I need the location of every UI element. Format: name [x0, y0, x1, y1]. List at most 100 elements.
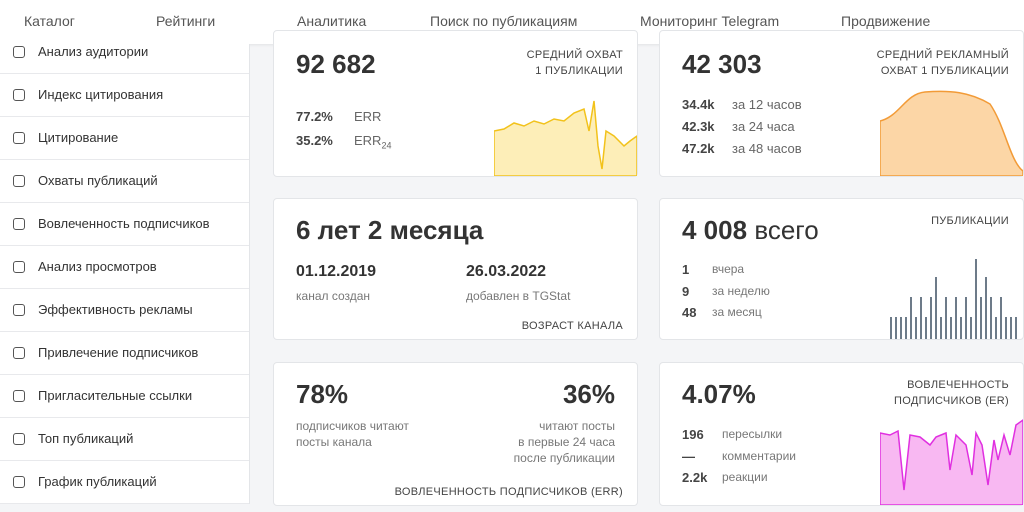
stat: 47.2k [682, 141, 715, 156]
sidebar-item[interactable]: Анализ аудитории [38, 44, 149, 59]
value: 42 303 [682, 49, 762, 79]
line: после публикации [513, 451, 615, 465]
stat-label: пересылки [722, 427, 783, 441]
age-card: 6 лет 2 месяца 01.12.2019 канал создан 2… [273, 198, 638, 340]
divider [0, 374, 249, 375]
icon [13, 390, 25, 402]
stat-label: ERR24 [354, 133, 391, 151]
stat-label: реакции [722, 470, 768, 484]
date: 01.12.2019 [296, 263, 377, 280]
divider [0, 460, 249, 461]
text: 4 008 [682, 215, 748, 245]
line: ОХВАТ 1 ПУБЛИКАЦИИ [880, 65, 1009, 77]
icon [13, 218, 25, 230]
value: 36% [562, 379, 615, 409]
sidebar-item[interactable]: Вовлеченность подписчиков [38, 216, 210, 231]
line: посты канала [296, 435, 372, 449]
caption: ВОВЛЕЧЕННОСТЬ ПОДПИСЧИКОВ (ERR) [394, 486, 623, 498]
sidebar-item[interactable]: Пригласительные ссылки [38, 388, 193, 403]
reach-card: 92 682 СРЕДНИЙ ОХВАТ 1 ПУБЛИКАЦИИ 77.2% E… [273, 30, 638, 177]
stat: 9 [682, 284, 690, 299]
stat-label: комментарии [722, 449, 796, 463]
sparkline [880, 419, 1023, 505]
stat-label: за 48 часов [732, 141, 802, 156]
value: 6 лет 2 месяца [296, 215, 484, 245]
sidebar-item[interactable]: Привлечение подписчиков [38, 345, 199, 360]
caption: СРЕДНИЙ РЕКЛАМНЫЙ ОХВАТ 1 ПУБЛИКАЦИИ [877, 49, 1009, 77]
icon [13, 132, 25, 144]
value: 4.07% [682, 379, 756, 409]
value: 4 008 всего [682, 215, 819, 246]
sparkline [880, 90, 1023, 176]
stat: — [682, 449, 695, 464]
stat: 42.3k [682, 119, 715, 134]
line: подписчиков читают [296, 419, 409, 433]
divider [0, 245, 249, 246]
sidebar-item[interactable]: Индекс цитирования [38, 87, 164, 102]
caption: СРЕДНИЙ ОХВАТ 1 ПУБЛИКАЦИИ [527, 49, 623, 77]
sidebar-item[interactable]: Топ публикаций [38, 431, 134, 446]
stat: 1 [682, 262, 690, 277]
value: 92 682 [296, 49, 376, 79]
line: СРЕДНИЙ РЕКЛАМНЫЙ [876, 49, 1009, 61]
icon [13, 347, 25, 359]
sub: 24 [381, 140, 392, 151]
icon [13, 46, 25, 58]
nav-item[interactable]: Аналитика [297, 13, 367, 29]
date-label: добавлен в TGStat [466, 289, 571, 303]
sidebar-item[interactable]: Анализ просмотров [38, 259, 157, 274]
divider [0, 417, 249, 418]
sparkline [494, 100, 637, 176]
icon [13, 476, 25, 488]
icon [13, 433, 25, 445]
line: ПОДПИСЧИКОВ (ER) [894, 395, 1009, 407]
sidebar: Анализ аудитории Индекс цитирования Цитиро… [0, 44, 250, 504]
nav-item[interactable]: Мониторинг Telegram [640, 13, 780, 29]
stat-label: за неделю [712, 284, 770, 298]
nav-item[interactable]: Поиск по публикациям [430, 13, 578, 29]
stat-label: за месяц [712, 305, 762, 319]
value: 78% [296, 379, 349, 409]
stat-label: за 12 часов [732, 97, 802, 112]
divider [0, 331, 249, 332]
ad-reach-card: 42 303 СРЕДНИЙ РЕКЛАМНЫЙ ОХВАТ 1 ПУБЛИКАЦ… [659, 30, 1024, 177]
icon [13, 304, 25, 316]
stat-label: ERR [354, 109, 382, 124]
line: в первые 24 часа [518, 435, 615, 449]
icon [13, 261, 25, 273]
nav-item[interactable]: Продвижение [841, 13, 931, 29]
nav-item[interactable]: Каталог [24, 13, 75, 29]
date: 26.03.2022 [466, 263, 547, 280]
sidebar-item[interactable]: Цитирование [38, 130, 119, 145]
line: СРЕДНИЙ ОХВАТ [526, 49, 623, 61]
sidebar-item[interactable]: Охваты публикаций [38, 173, 158, 188]
stat: 196 [682, 427, 704, 442]
unit: всего [754, 215, 819, 245]
caption: ВОЗРАСТ КАНАЛА [521, 320, 623, 332]
divider [0, 116, 249, 117]
stat: 48 [682, 305, 697, 320]
err-card: 78% 36% подписчиков читают посты канала ч… [273, 362, 638, 506]
er-card: 4.07% ВОВЛЕЧЕННОСТЬ ПОДПИСЧИКОВ (ER) 196 п… [659, 362, 1024, 506]
date-label: канал создан [296, 289, 371, 303]
sidebar-item[interactable]: График публикаций [38, 474, 157, 489]
icon [13, 175, 25, 187]
divider [0, 202, 249, 203]
stat: 34.4k [682, 97, 715, 112]
line: читают посты [539, 419, 615, 433]
nav-item[interactable]: Рейтинги [156, 13, 216, 29]
line: ВОВЛЕЧЕННОСТЬ [907, 379, 1009, 391]
sidebar-item[interactable]: Эффективность рекламы [38, 302, 193, 317]
caption: ВОВЛЕЧЕННОСТЬ ПОДПИСЧИКОВ (ER) [894, 379, 1009, 407]
divider [0, 503, 249, 504]
icon [13, 89, 25, 101]
divider [0, 73, 249, 74]
caption: ПУБЛИКАЦИИ [931, 215, 1009, 227]
line: 1 ПУБЛИКАЦИИ [535, 65, 623, 77]
posts-card: 4 008 всего ПУБЛИКАЦИИ 1 вчера 9 за неделю… [659, 198, 1024, 340]
text: ERR [354, 133, 382, 148]
divider [0, 288, 249, 289]
description: подписчиков читают посты канала [296, 418, 409, 450]
stat: 35.2% [296, 133, 333, 148]
